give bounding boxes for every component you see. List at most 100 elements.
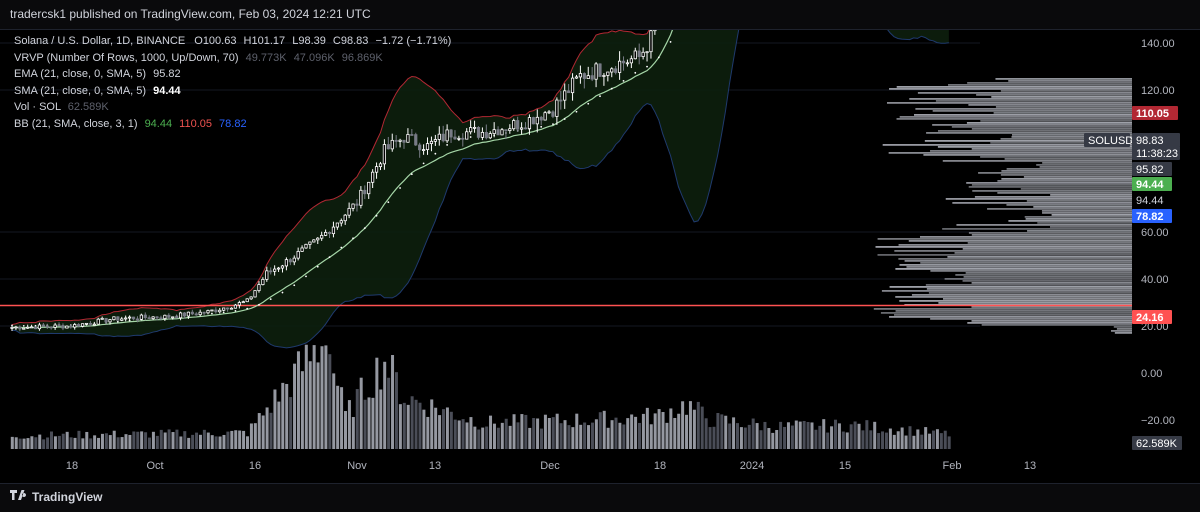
candle-body	[88, 322, 92, 325]
sma-dot	[246, 307, 249, 310]
legend-sma-row[interactable]: SMA (21, close, 0, SMA, 5) 94.44	[14, 83, 451, 100]
price-badge-bg	[1132, 436, 1182, 450]
candle-body	[178, 312, 183, 319]
bb-fill	[12, 0, 949, 348]
volume-bar	[888, 428, 892, 449]
volume-bar	[148, 437, 151, 449]
volume-bars	[10, 344, 951, 449]
volume-bar	[179, 436, 183, 449]
volume-bar	[163, 432, 167, 449]
volume-bar	[559, 423, 563, 449]
ohlc-close-label: C	[332, 35, 341, 47]
profile-row	[997, 192, 1132, 194]
price-change: −1.72 (−1.71%)	[375, 35, 452, 47]
sma-dot	[22, 324, 25, 327]
candle-body	[582, 73, 586, 79]
volume-bar	[634, 416, 638, 449]
volume-bar	[18, 438, 22, 449]
profile-row	[1023, 176, 1132, 178]
volume-bar	[524, 414, 528, 449]
volume-bar	[943, 430, 947, 449]
profile-row	[1000, 138, 1132, 140]
volume-bar	[359, 377, 363, 449]
volume-bar	[426, 416, 430, 449]
bb-upper-line	[11, 0, 659, 326]
sma-dot	[211, 312, 213, 315]
candle-body	[488, 133, 492, 139]
candle-body	[441, 133, 445, 142]
candle-body	[625, 62, 630, 65]
candle-body	[363, 189, 367, 195]
profile-row	[978, 172, 1132, 174]
profile-row	[976, 94, 1132, 96]
ohlc-high: 101.17	[251, 35, 286, 47]
candle-body	[547, 111, 551, 114]
volume-bar	[877, 433, 881, 449]
profile-row	[1051, 214, 1132, 216]
profile-row	[880, 312, 1132, 314]
legend-ema-row[interactable]: EMA (21, close, 0, SMA, 5) 95.82	[14, 66, 451, 83]
candle-body	[394, 139, 398, 142]
volume-bar	[269, 412, 273, 449]
candle-body	[378, 163, 383, 168]
volume-bar	[261, 415, 265, 449]
profile-row	[1116, 328, 1132, 330]
volume-bar	[277, 401, 281, 449]
volume-bar	[89, 438, 93, 449]
sma-dot	[599, 95, 601, 98]
volume-bar	[669, 408, 673, 449]
candle-body	[480, 131, 485, 138]
profile-row	[904, 260, 1132, 262]
volume-bar	[128, 434, 132, 449]
time-axis[interactable]: 18 Oct 16 Nov 13 Dec 18 2024 15 Feb 13	[66, 460, 1036, 472]
volume-bar	[230, 430, 234, 449]
volume-bar	[920, 434, 924, 449]
volume-bar	[881, 431, 885, 449]
profile-row	[947, 256, 1132, 258]
profile-row	[1037, 222, 1132, 224]
volume-bar	[85, 431, 89, 449]
legend-vol-row[interactable]: Vol · SOL 62.589K	[14, 99, 451, 116]
profile-row	[898, 258, 1132, 260]
volume-bar	[449, 411, 453, 449]
sma-dot	[305, 275, 307, 278]
volume-bar	[626, 418, 630, 449]
volume-bar	[590, 422, 594, 449]
profile-row	[968, 104, 1132, 106]
volume-bar	[649, 424, 653, 449]
legend-vrvp-row[interactable]: VRVP (Number Of Rows, 1000, Up/Down, 70)…	[14, 50, 451, 67]
volume-bar	[438, 415, 442, 449]
profile-row	[1050, 226, 1132, 228]
vrvp-value-2: 47.096K	[293, 51, 335, 64]
profile-row	[889, 286, 1132, 288]
candle-body	[504, 129, 508, 132]
volume-bar	[853, 421, 857, 449]
y-tick-label: 40.00	[1141, 274, 1169, 286]
volume-bar	[759, 430, 763, 449]
candle-body	[151, 316, 155, 320]
volume-bar	[324, 345, 328, 449]
volume-bar	[939, 433, 943, 449]
footer-bar: TradingView	[0, 483, 1200, 512]
candle-body	[323, 231, 328, 236]
candle-body	[343, 214, 347, 222]
volume-bar	[46, 437, 50, 449]
candle-body	[139, 314, 143, 320]
volume-bar	[97, 437, 101, 449]
candle-body	[269, 270, 273, 273]
legend-bb-row[interactable]: BB (21, SMA, close, 3, 1) 94.44 110.05 7…	[14, 116, 451, 133]
legend-symbol-row[interactable]: Solana / U.S. Dollar, 1D, BINANCE O100.6…	[14, 33, 451, 50]
volume-bar	[763, 421, 767, 449]
profile-row	[1006, 204, 1132, 206]
candle-body	[233, 304, 238, 309]
candle-body	[406, 134, 410, 143]
volume-bar	[461, 419, 465, 449]
volume-bar	[265, 407, 269, 449]
volume-bar	[453, 419, 457, 449]
tradingview-brand[interactable]: TradingView	[32, 490, 103, 504]
volume-bar	[802, 420, 806, 449]
candle-body	[202, 311, 206, 314]
volume-bar	[171, 432, 175, 449]
